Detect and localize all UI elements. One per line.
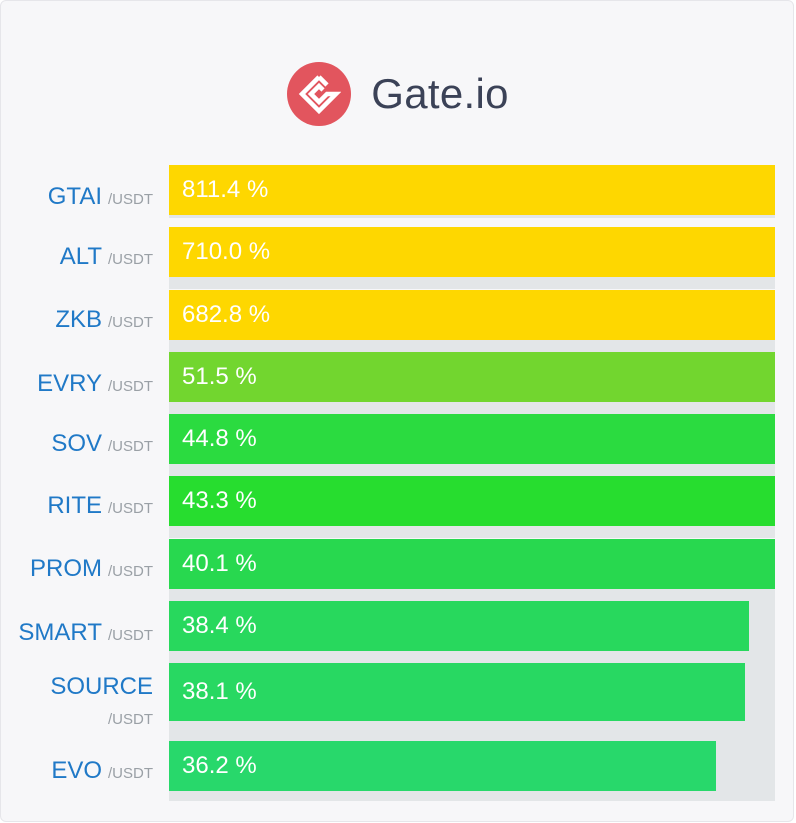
pair-symbol: EVRY	[37, 370, 102, 397]
bar-value-label: 38.1 %	[182, 678, 257, 705]
pair-row: PROM/USDT 40.1 %	[1, 539, 795, 601]
pair-label: RITE/USDT	[1, 492, 153, 520]
pair-row: RITE/USDT 43.3 %	[1, 476, 795, 538]
pair-quote-currency: /USDT	[108, 500, 153, 517]
pair-label: GTAI/USDT	[1, 183, 153, 211]
bar-value-label: 811.4 %	[182, 176, 269, 203]
pair-row: ALT/USDT 710.0 %	[1, 227, 795, 289]
bar-fill: 710.0 %	[169, 227, 775, 277]
pair-quote-currency: /USDT	[108, 251, 153, 268]
bar-fill: 43.3 %	[169, 476, 775, 526]
bar-value-label: 44.8 %	[182, 425, 257, 452]
bar-track: 51.5 %	[169, 352, 775, 414]
pair-symbol: RITE	[47, 492, 102, 519]
pair-row: SOV/USDT 44.8 %	[1, 414, 795, 476]
pair-symbol: PROM	[30, 555, 102, 582]
bar-fill: 38.4 %	[169, 601, 749, 651]
bar-track: 682.8 %	[169, 290, 775, 352]
gate-io-logo-icon	[287, 62, 352, 126]
bar-value-label: 38.4 %	[182, 612, 257, 639]
bar-track: 38.4 %	[169, 601, 775, 663]
pair-quote-currency: /USDT	[108, 627, 153, 644]
pair-symbol: ALT	[59, 243, 102, 270]
pair-label: ALT/USDT	[1, 243, 153, 271]
bar-fill: 811.4 %	[169, 165, 775, 215]
pair-symbol: SMART	[18, 619, 102, 646]
bar-track: 710.0 %	[169, 227, 775, 289]
pair-row: SOURCE/USDT 38.1 %	[1, 663, 795, 741]
bar-track: 40.1 %	[169, 539, 775, 601]
brand-name: Gate.io	[371, 70, 509, 117]
pair-label: ZKB/USDT	[1, 306, 153, 334]
pair-symbol: SOV	[51, 430, 102, 457]
bar-value-label: 36.2 %	[182, 752, 257, 779]
pair-quote-currency: /USDT	[108, 191, 153, 208]
pair-symbol: SOURCE	[50, 673, 153, 700]
pair-symbol: EVO	[51, 757, 102, 784]
bar-fill: 44.8 %	[169, 414, 775, 464]
pair-quote-currency: /USDT	[108, 765, 153, 782]
bar-track: 43.3 %	[169, 476, 775, 538]
pair-label: SOURCE/USDT	[1, 673, 153, 728]
pair-label: SOV/USDT	[1, 430, 153, 458]
pair-row: GTAI/USDT 811.4 %	[1, 165, 795, 218]
pair-symbol: ZKB	[55, 306, 102, 333]
pair-symbol: GTAI	[47, 183, 102, 210]
bar-fill: 38.1 %	[169, 663, 745, 721]
bar-value-label: 682.8 %	[182, 301, 271, 328]
bar-track: 36.2 %	[169, 741, 775, 801]
bar-fill: 36.2 %	[169, 741, 716, 791]
bar-value-label: 40.1 %	[182, 550, 257, 577]
pair-quote-currency: /USDT	[108, 711, 153, 728]
pair-row: SMART/USDT 38.4 %	[1, 601, 795, 663]
bar-track: 38.1 %	[169, 663, 775, 741]
bar-fill: 40.1 %	[169, 539, 775, 589]
header: Gate.io	[1, 59, 795, 129]
pair-quote-currency: /USDT	[108, 314, 153, 331]
pair-row: EVO/USDT 36.2 %	[1, 741, 795, 801]
pair-label: EVRY/USDT	[1, 370, 153, 398]
bar-fill: 51.5 %	[169, 352, 775, 402]
pair-row: ZKB/USDT 682.8 %	[1, 290, 795, 352]
pair-label: SMART/USDT	[1, 619, 153, 647]
bar-fill: 682.8 %	[169, 290, 775, 340]
bar-value-label: 51.5 %	[182, 363, 257, 390]
pair-quote-currency: /USDT	[108, 563, 153, 580]
bar-value-label: 710.0 %	[182, 238, 271, 265]
pair-row: EVRY/USDT 51.5 %	[1, 352, 795, 414]
pair-label: EVO/USDT	[1, 757, 153, 785]
pair-quote-currency: /USDT	[108, 378, 153, 395]
bar-value-label: 43.3 %	[182, 487, 257, 514]
bar-track: 811.4 %	[169, 165, 775, 218]
pair-label: PROM/USDT	[1, 555, 153, 583]
bar-track: 44.8 %	[169, 414, 775, 476]
pair-quote-currency: /USDT	[108, 438, 153, 455]
